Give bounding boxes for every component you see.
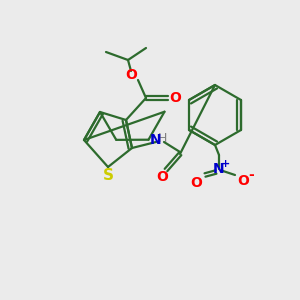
Text: O: O [169,91,181,105]
Text: N: N [150,133,162,147]
Text: +: + [221,159,231,169]
Text: O: O [190,176,202,190]
Text: H: H [157,131,167,145]
Text: -: - [248,168,254,182]
Text: O: O [237,174,249,188]
Text: N: N [213,162,225,176]
Text: O: O [125,68,137,82]
Text: S: S [103,169,113,184]
Text: O: O [156,170,168,184]
